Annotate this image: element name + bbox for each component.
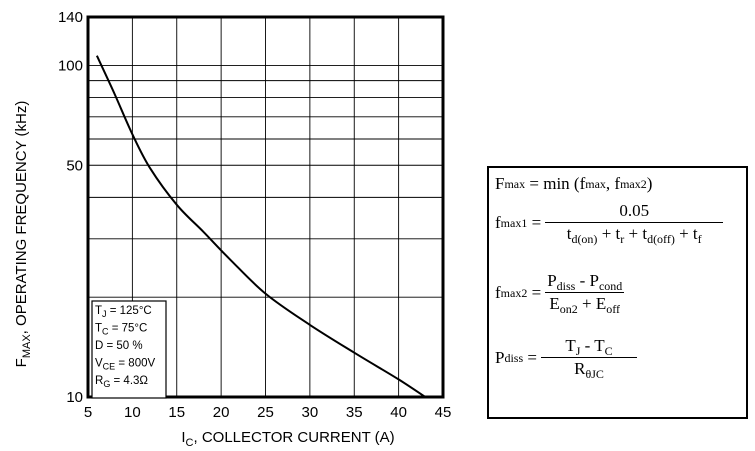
- condition-text: VCE = 800V: [95, 358, 155, 372]
- conditions-box: [91, 300, 167, 399]
- pdiss-fraction: TJ - TC RθJC: [541, 336, 637, 380]
- x-tick-labels: 5 10 15 20 25 30 35 40 45: [84, 404, 452, 421]
- grid-lines: [87, 16, 444, 398]
- x-tick-label: 30: [302, 404, 319, 421]
- series-curve: [95, 55, 426, 398]
- x-tick-label: 10: [124, 404, 141, 421]
- fmax2-equation: f max2 = Pdiss - Pcond Eon2 + Eoff: [495, 271, 625, 316]
- fmax1-fraction: 0.05 td(on) + tr + td(off) + tf: [545, 201, 724, 245]
- x-tick-label: 5: [84, 404, 92, 421]
- x-tick-label: 25: [257, 404, 274, 421]
- y-tick-labels: 10 50 100 140: [58, 9, 83, 406]
- x-axis-label: IC, COLLECTOR CURRENT (A): [181, 429, 394, 449]
- x-tick-label: 40: [390, 404, 407, 421]
- x-tick-label: 35: [346, 404, 363, 421]
- fmax2-fraction: Pdiss - Pcond Eon2 + Eoff: [545, 271, 625, 316]
- x-tick-label: 20: [213, 404, 230, 421]
- condition-text: D = 50 %: [95, 340, 143, 352]
- y-axis-label: FMAX, OPERATING FREQUENCY (kHz): [13, 101, 33, 368]
- fmax1-equation: f max1 = 0.05 td(on) + tr + td(off) + tf: [495, 201, 724, 245]
- y-tick-label: 50: [66, 157, 83, 174]
- plot-frame: [86, 15, 445, 399]
- condition-text: TJ = 125°C: [95, 305, 152, 319]
- y-tick-label: 140: [58, 9, 83, 26]
- condition-text: TC = 75°C: [95, 323, 147, 337]
- condition-text: RG = 4.3Ω: [95, 375, 148, 389]
- x-tick-label: 45: [435, 404, 452, 421]
- y-tick-label: 10: [66, 389, 83, 406]
- y-tick-label: 100: [58, 57, 83, 74]
- conditions-list: TJ = 125°C TC = 75°C D = 50 % VCE = 800V RG …: [95, 305, 155, 389]
- x-tick-label: 15: [168, 404, 185, 421]
